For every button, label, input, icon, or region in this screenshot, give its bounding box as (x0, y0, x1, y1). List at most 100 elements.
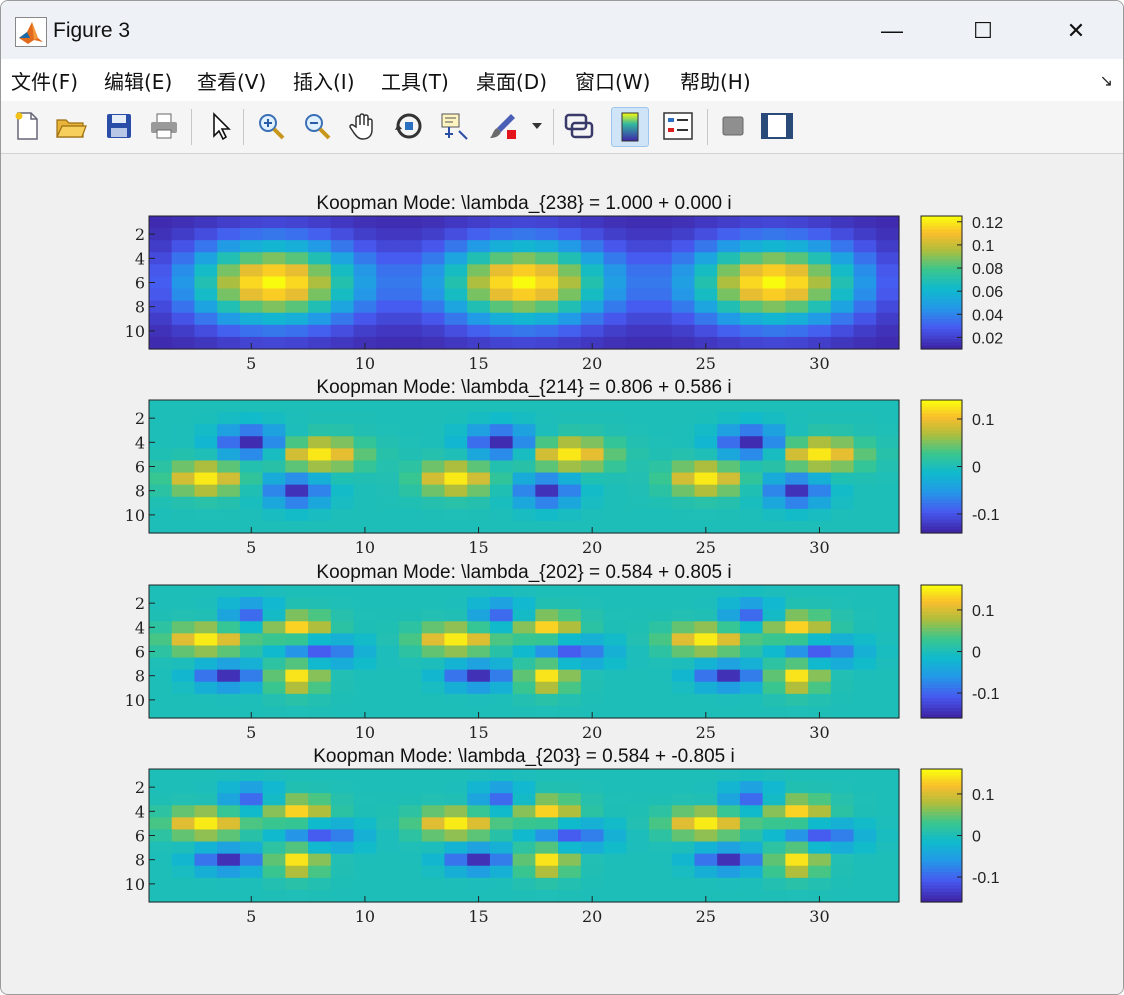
heatmap-cell (603, 889, 627, 903)
heatmap-cell (671, 889, 696, 903)
heatmap-cell (171, 336, 196, 350)
heatmap-cell (194, 609, 218, 622)
heatmap-cell (649, 705, 673, 719)
zoom-in-icon[interactable] (253, 107, 289, 145)
heatmap-cell (194, 484, 218, 498)
menu-tools[interactable]: 工具(T) (381, 70, 449, 94)
heatmap-cell (535, 288, 559, 302)
heatmap-cell (808, 436, 832, 449)
heatmap-cell (603, 324, 627, 338)
new-figure-icon[interactable] (9, 107, 45, 145)
heatmap-cell (217, 228, 241, 241)
heatmap-cell (149, 520, 173, 534)
y-tick-label: 8 (135, 298, 145, 317)
x-tick-label: 20 (582, 907, 602, 926)
heatmap-cell (489, 448, 514, 462)
heatmap-cell (489, 865, 514, 879)
heatmap-cell (717, 585, 741, 598)
heatmap-cell (376, 877, 400, 891)
heatmap-cell (330, 609, 355, 622)
heatmap-cell (671, 865, 696, 879)
link-plot-icon[interactable] (561, 107, 597, 145)
pointer-icon[interactable] (202, 107, 238, 145)
heatmap-cell (853, 312, 877, 326)
heatmap-cell (376, 793, 400, 806)
heatmap-cell (739, 829, 764, 843)
heatmap-cell (694, 252, 718, 265)
heatmap-cell (739, 472, 764, 486)
save-icon[interactable] (101, 107, 137, 145)
heatmap-cell (399, 877, 423, 891)
print-icon[interactable] (146, 107, 182, 145)
menu-insert[interactable]: 插入(I) (293, 70, 355, 94)
heatmap-cell (262, 877, 286, 891)
colorbar-segment (921, 621, 962, 626)
zoom-out-icon[interactable] (299, 107, 335, 145)
heatmap-cell (603, 448, 627, 462)
heatmap-cell (649, 585, 673, 598)
heatmap-cell (671, 817, 696, 831)
colorbar-segment (921, 604, 962, 609)
menu-help[interactable]: 帮助(H) (680, 70, 751, 94)
heatmap-cell (194, 669, 218, 683)
heatmap-cell (467, 252, 491, 265)
heatmap-cell (762, 889, 786, 903)
heatmap-cell (762, 585, 786, 598)
heatmap-cell (444, 216, 468, 229)
legend-icon[interactable] (660, 107, 696, 145)
menu-file[interactable]: 文件(F) (11, 70, 79, 94)
colorbar-segment (921, 222, 962, 227)
brush-icon[interactable] (485, 107, 521, 145)
dock-arrow-icon[interactable]: ↘ (1099, 73, 1113, 90)
maximize-button[interactable]: ☐ (973, 18, 993, 43)
heatmap-cell (512, 793, 536, 806)
heatmap-cell (603, 877, 627, 891)
heatmap-cell (580, 657, 605, 671)
menu-window[interactable]: 窗口(W) (575, 70, 651, 94)
heatmap-cell (603, 609, 627, 622)
heatmap-cell (467, 448, 491, 462)
heatmap-cell (171, 805, 196, 818)
heatmap-cell (853, 240, 877, 253)
colorbar-icon[interactable] (611, 107, 649, 147)
heatmap-cell (671, 621, 696, 634)
menu-view[interactable]: 查看(V) (197, 70, 267, 94)
data-cursor-icon[interactable] (437, 107, 473, 145)
heatmap-cell (603, 597, 627, 610)
rotate-3d-icon[interactable] (391, 107, 427, 145)
heatmap-cell (853, 805, 877, 818)
heatmap-cell (626, 264, 650, 278)
heatmap-cell (603, 288, 627, 302)
colorbar-tick-label: 0.1 (972, 787, 994, 804)
heatmap-cell (671, 657, 696, 671)
colorbar-segment (921, 778, 962, 783)
heatmap-cell (376, 264, 400, 278)
colorbar-tick-label: 0.02 (972, 330, 1003, 347)
heatmap-cell (239, 585, 264, 598)
heatmap-cell (626, 216, 650, 229)
heatmap-cell (808, 264, 832, 278)
heatmap-cell (149, 889, 173, 903)
show-plot-tools-icon[interactable] (759, 107, 795, 145)
heatmap-cell (830, 877, 855, 891)
heatmap-cell (171, 252, 196, 265)
minimize-button[interactable]: — (881, 18, 903, 43)
heatmap-cell (444, 793, 468, 806)
heatmap-cell (603, 300, 627, 314)
colorbar-segment (921, 232, 962, 237)
heatmap-cell (194, 520, 218, 534)
pan-hand-icon[interactable] (345, 107, 381, 145)
brush-dropdown-arrow-icon[interactable] (527, 107, 547, 145)
open-file-icon[interactable] (53, 107, 89, 145)
heatmap-cell (535, 817, 559, 831)
menu-edit[interactable]: 编辑(E) (104, 70, 173, 94)
heatmap-cell (649, 769, 673, 782)
colorbar-segment (921, 785, 962, 790)
menu-desktop[interactable]: 桌面(D) (476, 70, 548, 94)
heatmap-cell (830, 412, 855, 425)
heatmap-cell (353, 276, 377, 290)
heatmap-cell (217, 460, 241, 474)
close-button[interactable]: ✕ (1066, 18, 1086, 43)
heatmap-cell (785, 769, 809, 782)
hide-plot-tools-icon[interactable] (715, 107, 751, 145)
